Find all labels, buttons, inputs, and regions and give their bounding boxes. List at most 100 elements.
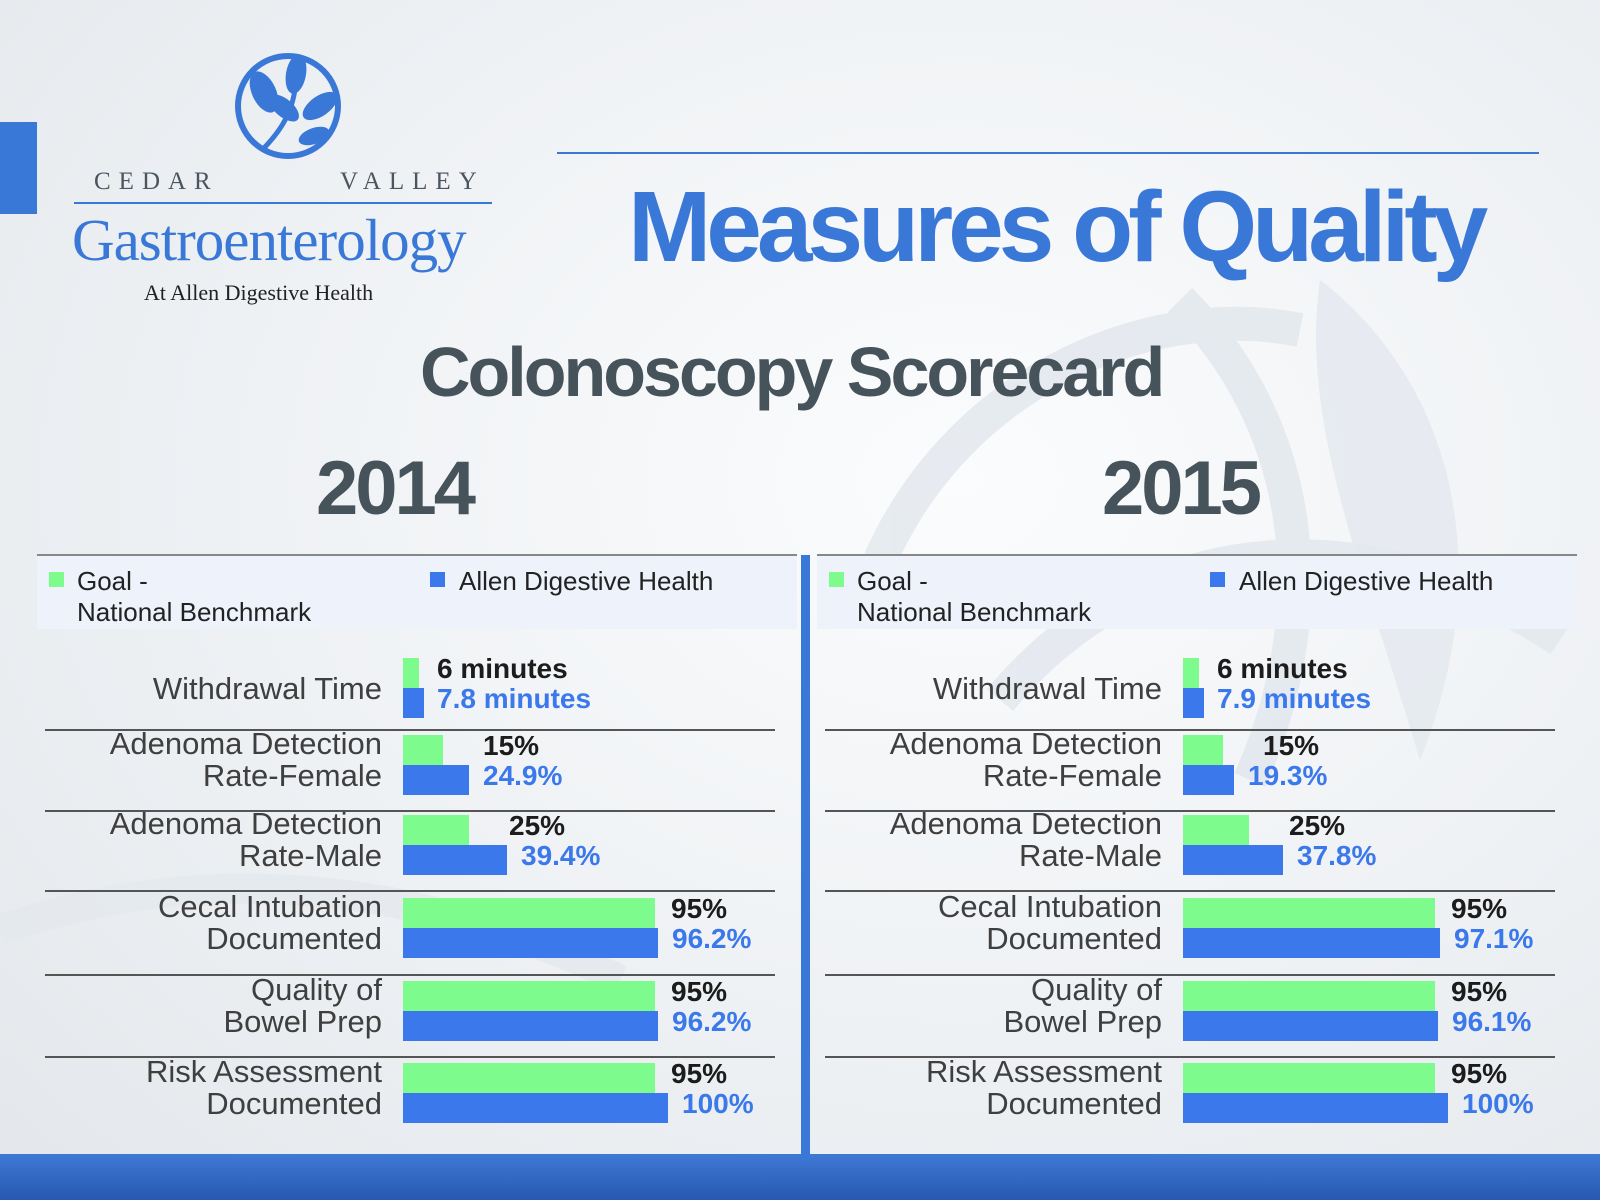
row-separator <box>45 729 775 731</box>
brand-logo: CEDAR VALLEY Gastroenterology At Allen D… <box>72 50 492 305</box>
bar-actual <box>1183 1093 1448 1123</box>
metric-label: Cecal Intubation Documented <box>938 891 1162 955</box>
legend-swatch-actual <box>1210 572 1225 587</box>
legend: Goal - National Benchmark Allen Digestive … <box>817 556 1577 629</box>
metric-label-line: Documented <box>206 1086 382 1121</box>
metric-label-line: Risk Assessment <box>145 1054 382 1089</box>
bar-actual <box>403 928 658 958</box>
left-accent-tab <box>0 122 37 214</box>
row-separator <box>825 974 1555 976</box>
legend-label-goal: Goal - National Benchmark <box>77 566 311 628</box>
metric-label: Adenoma Detection Rate-Male <box>890 808 1162 872</box>
metric-label: Risk Assessment Documented <box>926 1056 1162 1120</box>
bar-goal <box>1183 658 1199 688</box>
bottom-accent-bar <box>0 1154 1600 1200</box>
metric-label-line: Adenoma Detection <box>109 806 382 841</box>
metric-label-line: Documented <box>986 1086 1162 1121</box>
bar-actual <box>1183 765 1234 795</box>
metric-label-line: Documented <box>986 921 1162 956</box>
value-label-goal: 15% <box>1263 730 1320 761</box>
value-label-actual: 100% <box>1462 1088 1534 1119</box>
value-label-goal: 95% <box>1451 976 1508 1007</box>
legend-swatch-goal <box>49 572 64 587</box>
legend-label-goal-line2: National Benchmark <box>857 597 1092 627</box>
metric-label: Withdrawal Time <box>933 673 1162 705</box>
value-label-actual: 97.1% <box>1454 923 1534 954</box>
logo-tagline: At Allen Digestive Health <box>144 280 374 305</box>
bar-actual <box>1183 928 1440 958</box>
bar-actual <box>403 1093 668 1123</box>
metric-label: Adenoma Detection Rate-Female <box>890 728 1162 792</box>
metric-label-line: Cecal Intubation <box>157 889 382 924</box>
value-label-actual: 7.9 minutes <box>1217 683 1372 714</box>
legend-label-goal-line2: National Benchmark <box>77 597 312 627</box>
title-rule <box>557 152 1539 154</box>
panel-top-rule <box>817 554 1577 556</box>
value-label-goal: 95% <box>1451 893 1508 924</box>
metric-label: Adenoma Detection Rate-Male <box>110 808 382 872</box>
logo-rule <box>74 202 492 204</box>
bar-actual <box>403 1011 658 1041</box>
value-label-actual: 100% <box>682 1088 754 1119</box>
value-label-actual: 19.3% <box>1248 760 1328 791</box>
bar-actual <box>403 765 469 795</box>
metric-label-line: Withdrawal Time <box>932 671 1162 706</box>
value-label-actual: 96.2% <box>672 923 752 954</box>
metric-label-line: Rate-Female <box>982 758 1162 793</box>
value-label-goal: 6 minutes <box>437 653 568 684</box>
bar-goal <box>403 658 419 688</box>
metric-label: Withdrawal Time <box>153 673 382 705</box>
value-label-goal: 25% <box>1289 810 1346 841</box>
metric-label-line: Rate-Male <box>1019 838 1162 873</box>
page-title: Measures of Quality <box>628 171 1488 283</box>
metric-label: Quality of Bowel Prep <box>1003 974 1162 1038</box>
metric-label-line: Adenoma Detection <box>109 726 382 761</box>
bar-goal <box>403 898 655 928</box>
value-label-actual: 24.9% <box>483 760 563 791</box>
bar-actual <box>1183 845 1283 875</box>
value-label-actual: 37.8% <box>1297 840 1377 871</box>
row-separator <box>45 974 775 976</box>
logo-word-valley: VALLEY <box>340 168 485 195</box>
bar-goal <box>1183 898 1435 928</box>
row-separator <box>45 1056 775 1058</box>
panel-divider <box>801 555 810 1160</box>
row-separator <box>825 1056 1555 1058</box>
bar-actual <box>1183 688 1204 718</box>
bar-goal <box>1183 815 1249 845</box>
legend: Goal - National Benchmark Allen Digestive … <box>37 556 797 629</box>
year-heading-2015: 2015 <box>1102 446 1262 531</box>
value-label-actual: 96.1% <box>1452 1006 1532 1037</box>
year-heading-2014: 2014 <box>316 446 476 531</box>
bar-goal <box>1183 981 1435 1011</box>
bar-actual <box>1183 1011 1438 1041</box>
bar-goal <box>403 981 655 1011</box>
scorecard-panel-2015: Goal - National Benchmark Allen Digestive … <box>817 554 1577 1154</box>
legend-label-goal-line1: Goal - <box>77 566 148 596</box>
bar-actual <box>403 845 507 875</box>
metric-label: Adenoma Detection Rate-Female <box>110 728 382 792</box>
bar-goal <box>403 735 443 765</box>
bar-actual <box>403 688 424 718</box>
metric-label-line: Withdrawal Time <box>152 671 382 706</box>
legend-swatch-goal <box>829 572 844 587</box>
value-label-goal: 25% <box>509 810 566 841</box>
legend-label-actual: Allen Digestive Health <box>459 566 714 596</box>
panel-top-rule <box>37 554 797 556</box>
row-separator <box>825 890 1555 892</box>
metric-label: Risk Assessment Documented <box>146 1056 382 1120</box>
metric-label-line: Adenoma Detection <box>889 806 1162 841</box>
metric-label-line: Rate-Male <box>239 838 382 873</box>
value-label-actual: 39.4% <box>521 840 601 871</box>
row-separator <box>45 810 775 812</box>
bar-goal <box>1183 1063 1435 1093</box>
row-separator <box>825 729 1555 731</box>
metric-label-line: Rate-Female <box>202 758 382 793</box>
value-label-goal: 15% <box>483 730 540 761</box>
legend-label-goal: Goal - National Benchmark <box>857 566 1091 628</box>
metric-label: Quality of Bowel Prep <box>223 974 382 1038</box>
bar-goal <box>403 815 469 845</box>
metric-label-line: Adenoma Detection <box>889 726 1162 761</box>
value-label-actual: 7.8 minutes <box>437 683 592 714</box>
row-separator <box>45 890 775 892</box>
